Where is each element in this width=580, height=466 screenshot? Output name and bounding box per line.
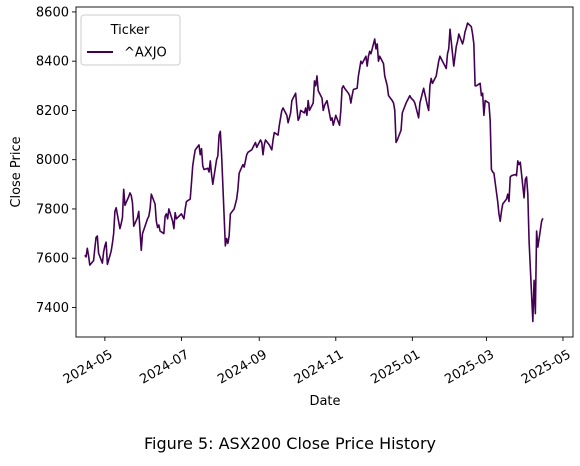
y-tick-label: 8600 (36, 5, 69, 20)
x-tick-label: 2024-11 (292, 347, 347, 387)
y-axis-label: Close Price (9, 136, 24, 207)
legend: Ticker ^AXJO (80, 14, 181, 66)
x-tick-label: 2025-03 (442, 347, 497, 387)
y-tick-label: 8000 (36, 153, 69, 168)
x-tick-label: 2025-01 (368, 347, 423, 387)
x-tick-label: 2024-09 (215, 347, 270, 387)
y-tick-label: 7400 (36, 301, 69, 316)
y-tick-label: 7600 (36, 252, 69, 267)
legend-title: Ticker (110, 23, 150, 38)
y-tick-label: 7800 (36, 202, 69, 217)
x-tick-label: 2024-07 (137, 347, 192, 387)
x-axis: 2024-05 2024-07 2024-09 2024-11 2025-01 2025-… (61, 337, 574, 388)
figure-caption: Figure 5: ASX200 Close Price History (144, 434, 436, 453)
x-axis-label: Date (309, 394, 340, 409)
series-line-axjo (84, 22, 544, 323)
y-tick-label: 8400 (36, 55, 69, 70)
y-tick-label: 8200 (36, 104, 69, 119)
plot-area (84, 22, 544, 323)
x-tick-label: 2025-05 (519, 347, 574, 387)
y-axis: 7400 7600 7800 8000 8200 8400 8600 (36, 5, 76, 316)
x-tick-label: 2024-05 (61, 347, 116, 387)
legend-label-axjo: ^AXJO (124, 46, 167, 61)
axes-frame (75, 6, 574, 338)
